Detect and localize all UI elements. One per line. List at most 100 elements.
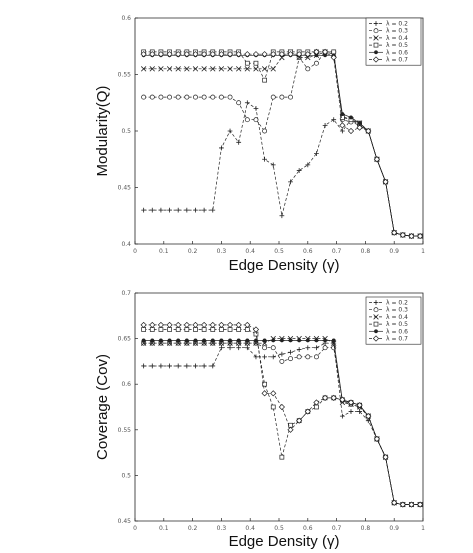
data-point <box>270 345 276 351</box>
data-point <box>322 122 328 128</box>
data-point <box>305 345 311 351</box>
data-point <box>339 128 345 134</box>
data-point <box>288 356 293 362</box>
data-point <box>226 51 234 58</box>
data-point <box>262 354 267 360</box>
legend-marker <box>373 307 379 313</box>
modularity-chart: 0 0.1 0.2 0.3 0.4 0.5 0.6 0.7 0.8 0.9 1 0.4 0.45 0.5 0… <box>94 15 425 274</box>
data-point <box>158 327 164 332</box>
x-tick-label: 0.4 <box>245 248 255 255</box>
legend-marker <box>373 35 379 41</box>
data-point <box>192 340 199 346</box>
data-point <box>184 340 190 346</box>
data-point <box>279 94 285 100</box>
data-point <box>296 347 302 352</box>
data-point <box>157 51 165 58</box>
data-point <box>253 354 259 360</box>
data-point <box>227 128 233 134</box>
series-line <box>143 338 421 505</box>
data-point <box>175 327 181 332</box>
x-tick-label: 0.1 <box>159 248 169 255</box>
data-point <box>305 162 311 168</box>
data-point <box>228 338 232 343</box>
data-point <box>236 345 242 351</box>
data-point <box>244 100 250 106</box>
data-point <box>365 127 372 135</box>
data-point <box>339 413 345 419</box>
data-point <box>158 207 164 213</box>
x-tick-label: 1 <box>421 525 425 532</box>
y-tick-label: 0.45 <box>118 518 132 525</box>
y-tick-label: 0.6 <box>121 15 131 22</box>
data-point <box>201 321 208 329</box>
data-point <box>261 340 268 346</box>
x-tick-label: 0.2 <box>188 525 198 532</box>
data-point <box>304 408 311 415</box>
data-point <box>270 404 276 410</box>
data-point <box>175 363 181 369</box>
data-point <box>184 207 190 213</box>
data-point <box>288 349 293 355</box>
data-point <box>184 327 190 332</box>
data-point <box>262 77 267 83</box>
data-point <box>270 51 277 58</box>
data-point <box>270 390 277 397</box>
y-tick-label: 0.65 <box>118 336 132 343</box>
legend-label: λ = 0.4 <box>386 35 408 42</box>
data-point <box>313 48 320 55</box>
data-point <box>382 178 389 185</box>
data-point <box>321 394 329 401</box>
legend-label: λ = 0.3 <box>386 307 408 314</box>
data-point <box>218 340 225 346</box>
data-point <box>262 381 267 387</box>
data-point <box>210 363 216 369</box>
y-tick-label: 0.45 <box>118 185 132 192</box>
legend-label: λ = 0.2 <box>386 21 408 28</box>
x-tick-label: 0 <box>133 248 137 255</box>
data-point <box>254 338 258 343</box>
legend-marker <box>373 321 379 327</box>
data-point <box>262 345 268 351</box>
data-point <box>175 51 182 58</box>
data-point <box>252 51 260 58</box>
data-point <box>399 501 406 508</box>
y-axis-label: Coverage (Cov) <box>94 354 111 460</box>
data-point <box>321 48 329 55</box>
data-point <box>175 207 181 213</box>
data-point <box>278 51 285 58</box>
data-point <box>391 499 398 506</box>
legend-label: λ = 0.7 <box>386 57 408 64</box>
data-point <box>313 354 319 360</box>
series-1 <box>141 100 423 239</box>
data-point <box>236 100 242 106</box>
data-point <box>296 51 303 58</box>
data-point <box>140 51 147 58</box>
data-point <box>166 66 173 72</box>
data-point <box>157 321 165 329</box>
data-point <box>287 51 294 58</box>
legend: λ = 0.2λ = 0.3λ = 0.4λ = 0.5λ = 0.6λ = 0… <box>365 17 422 66</box>
data-point <box>417 232 424 240</box>
x-tick-label: 0.6 <box>303 525 313 532</box>
data-point <box>399 231 406 239</box>
legend-label: λ = 0.6 <box>386 49 408 56</box>
data-point <box>193 207 198 213</box>
data-point <box>218 94 224 100</box>
data-point <box>270 354 276 360</box>
data-point <box>201 51 208 58</box>
legend-marker <box>373 21 379 26</box>
y-tick-label: 0.55 <box>118 72 132 79</box>
data-point <box>236 139 242 145</box>
data-point <box>192 51 199 58</box>
legend-label: λ = 0.7 <box>386 336 408 343</box>
data-point <box>192 321 199 329</box>
data-point <box>313 60 319 66</box>
data-point <box>314 404 319 410</box>
data-point <box>176 338 181 343</box>
data-point <box>192 66 199 72</box>
data-point <box>305 66 311 72</box>
data-point <box>356 124 363 131</box>
data-point <box>227 340 233 346</box>
data-point <box>279 358 285 364</box>
data-point <box>253 106 259 111</box>
